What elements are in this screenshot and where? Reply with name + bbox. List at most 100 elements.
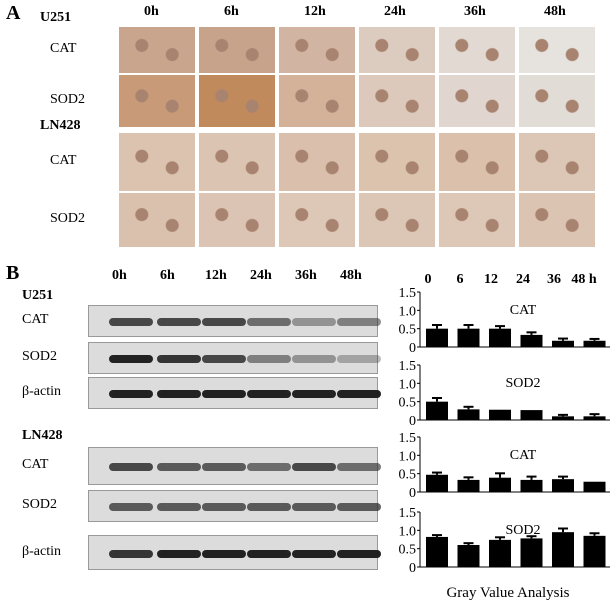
blot-band: [337, 503, 381, 511]
chart-title: SOD2: [505, 523, 540, 538]
bar: [520, 479, 543, 492]
blot-band: [157, 503, 201, 511]
blot-band: [292, 318, 336, 326]
blot-band: [202, 549, 246, 558]
bar: [552, 340, 574, 347]
micrograph: [438, 132, 516, 192]
bar: [552, 416, 574, 420]
bar: [489, 409, 511, 420]
timepoint-label: 6h: [224, 4, 239, 19]
x-axis-label: Gray Value Analysis: [446, 585, 569, 601]
micrograph: [198, 74, 276, 128]
bar: [552, 479, 574, 492]
blot-band: [109, 463, 153, 471]
blot-band: [202, 318, 246, 326]
timepoint-label: 6h: [160, 268, 175, 283]
timepoint-label: 36h: [464, 4, 486, 19]
y-tick-label: 0: [409, 486, 416, 501]
micrograph: [278, 26, 356, 74]
y-tick-label: 0.5: [399, 468, 417, 483]
y-tick-label: 1.5: [399, 286, 417, 301]
micrograph: [118, 132, 196, 192]
y-tick-label: 0: [409, 414, 416, 429]
chart-header-label: 6: [457, 272, 464, 287]
blot-band: [337, 355, 381, 363]
blot-band: [247, 463, 291, 471]
western-blot: [88, 490, 381, 522]
protein-label: CAT: [22, 457, 49, 472]
bar: [426, 474, 448, 492]
bar: [583, 481, 606, 492]
western-blot: [88, 305, 381, 337]
timepoint-label: 36h: [295, 268, 317, 283]
y-tick-label: 1.0: [399, 304, 417, 319]
blot-band: [109, 318, 153, 326]
y-tick-label: 1.0: [399, 377, 417, 392]
timepoint-label: 24h: [250, 268, 272, 283]
blot-band: [292, 390, 336, 398]
micrograph: [438, 26, 516, 74]
western-blot: [88, 342, 381, 374]
blot-band: [337, 549, 381, 558]
blot-band: [109, 549, 153, 558]
cell-line-label: U251: [40, 10, 72, 25]
bar: [457, 328, 480, 347]
timepoint-label: 0h: [144, 4, 159, 19]
y-tick-label: 1.0: [399, 449, 417, 464]
blot-band: [202, 355, 246, 363]
chart-header-label: 12: [484, 272, 498, 287]
blot-band: [157, 463, 201, 471]
blot-band: [157, 355, 201, 363]
y-tick-label: 1.5: [399, 359, 417, 374]
western-blot: [88, 535, 381, 570]
micrograph: [198, 192, 276, 248]
micrograph: [278, 192, 356, 248]
bar: [489, 539, 511, 567]
y-tick-label: 0.5: [399, 323, 417, 338]
micrograph: [358, 132, 436, 192]
blot-band: [292, 355, 336, 363]
western-blot: [88, 377, 381, 409]
micrograph: [118, 192, 196, 248]
blot-band: [109, 390, 153, 398]
chart-header-label: 0: [425, 272, 432, 287]
bar: [583, 340, 606, 347]
blot-band: [247, 390, 291, 398]
panel-b-label: B: [6, 262, 20, 284]
bar: [489, 477, 511, 492]
blot-band: [337, 463, 381, 471]
protein-label: SOD2: [22, 349, 58, 364]
cell-line-label: LN428: [22, 428, 63, 443]
timepoint-label: 48h: [544, 4, 566, 19]
blot-band: [292, 463, 336, 471]
panel-a-label: A: [6, 2, 21, 24]
blot-band: [157, 549, 201, 558]
y-tick-label: 0: [409, 561, 416, 576]
bar: [426, 536, 448, 567]
y-tick-label: 0.5: [399, 543, 417, 558]
protein-label: β-actin: [22, 384, 61, 399]
micrograph: [198, 132, 276, 192]
y-tick-label: 0: [409, 341, 416, 356]
blot-band: [202, 463, 246, 471]
micrograph: [118, 74, 196, 128]
blot-band: [157, 318, 201, 326]
timepoint-label: 12h: [205, 268, 227, 283]
blot-band: [337, 390, 381, 398]
micrograph: [278, 74, 356, 128]
timepoint-label: 12h: [304, 4, 326, 19]
micrograph: [518, 74, 596, 128]
bar: [426, 401, 448, 420]
protein-label: CAT: [22, 312, 49, 327]
stain-label: SOD2: [50, 92, 86, 107]
bar: [426, 328, 448, 347]
blot-band: [109, 355, 153, 363]
bar: [583, 535, 606, 567]
chart-title: SOD2: [505, 376, 540, 391]
timepoint-label: 24h: [384, 4, 406, 19]
y-tick-label: 1.0: [399, 524, 417, 539]
y-tick-label: 1.5: [399, 506, 417, 521]
protein-label: SOD2: [22, 497, 58, 512]
micrograph: [198, 26, 276, 74]
micrograph: [358, 192, 436, 248]
